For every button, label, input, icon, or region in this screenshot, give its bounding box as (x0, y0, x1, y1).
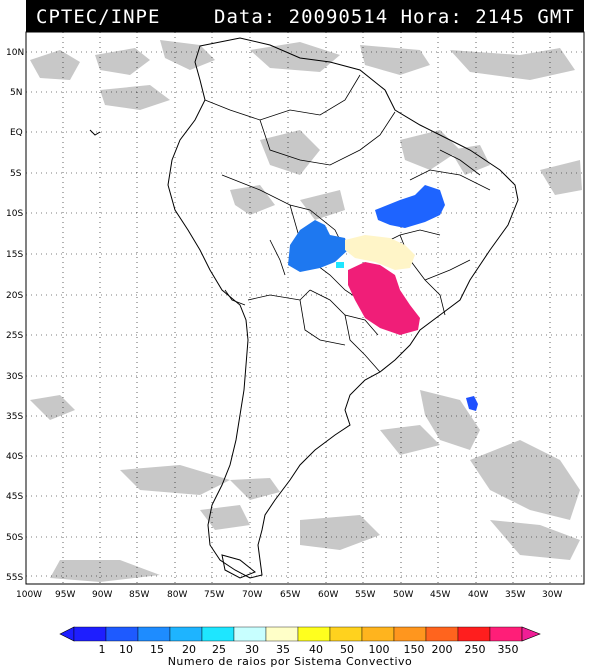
lat-label: 20S (6, 291, 23, 301)
lon-label: 80W (167, 590, 187, 600)
lon-label: 40W (468, 590, 488, 600)
legend-tick: 35 (276, 643, 290, 656)
lon-label: 95W (55, 590, 75, 600)
legend-tick: 40 (309, 643, 323, 656)
legend-swatch (457, 626, 491, 642)
country-borders (204, 74, 491, 373)
lon-label: 70W (242, 590, 262, 600)
lon-label: 55W (355, 590, 375, 600)
latitude-labels: 10N 5N EQ 5S 10S 15S 20S 25S 30S 35S 40S… (6, 48, 24, 583)
convective-system-northeast (375, 185, 445, 228)
legend-swatch (233, 626, 267, 642)
lat-label: EQ (10, 128, 23, 138)
legend-tick: 10 (119, 643, 133, 656)
longitude-labels: 100W 95W 90W 85W 80W 75W 70W 65W 60W 55W… (16, 590, 562, 600)
legend-swatch (361, 626, 395, 642)
lat-label: 50S (6, 533, 23, 543)
lon-label: 50W (393, 590, 413, 600)
lon-label: 100W (16, 590, 42, 600)
lat-label: 10N (6, 48, 24, 58)
lat-label: 5N (10, 88, 22, 98)
legend-tick: 30 (245, 643, 259, 656)
legend-tick: 350 (498, 643, 519, 656)
lon-label: 85W (129, 590, 149, 600)
legend-swatch (169, 626, 203, 642)
color-legend: 1 10 15 20 25 30 35 40 50 100 150 200 25… (59, 626, 541, 668)
legend-arrow-left (59, 626, 75, 642)
lon-label: 75W (204, 590, 224, 600)
legend-swatch (105, 626, 139, 642)
convective-system-central-west (288, 220, 348, 272)
legend-tick: 200 (432, 643, 453, 656)
legend-tick: 20 (182, 643, 196, 656)
lat-label: 45S (6, 492, 23, 502)
legend-swatch (489, 626, 523, 642)
lat-label: 15S (6, 250, 23, 260)
legend-arrow-right (521, 626, 541, 642)
lat-label: 25S (6, 331, 23, 341)
lon-label: 45W (430, 590, 450, 600)
legend-tick: 150 (404, 643, 425, 656)
coastline (89, 37, 519, 579)
legend-tick: 100 (369, 643, 390, 656)
legend-swatch (265, 626, 299, 642)
legend-swatch (297, 626, 331, 642)
legend-swatch (329, 626, 363, 642)
legend-tick: 50 (340, 643, 354, 656)
convective-system-central-light (345, 235, 415, 270)
legend-tick: 15 (150, 643, 164, 656)
grid (26, 32, 584, 584)
legend-swatch (393, 626, 427, 642)
convective-systems (288, 185, 478, 411)
legend-swatch (137, 626, 171, 642)
cloud-cover (30, 40, 582, 582)
lat-label: 5S (10, 169, 22, 179)
datetime-label: Data: 20090514 Hora: 2145 GMT (214, 6, 575, 28)
legend-title: Numero de raios por Sistema Convectivo (168, 655, 413, 668)
legend-swatch (425, 626, 459, 642)
map-frame (25, 31, 585, 585)
lon-label: 65W (280, 590, 300, 600)
lat-label: 55S (6, 573, 23, 583)
legend-swatch (73, 626, 107, 642)
legend-tick: 1 (99, 643, 106, 656)
legend-swatch (201, 626, 235, 642)
convective-system-atlantic (466, 396, 478, 411)
convective-system-cyan-dot (336, 262, 344, 268)
legend-tick: 250 (465, 643, 486, 656)
lat-label: 40S (6, 452, 23, 462)
lon-label: 30W (542, 590, 562, 600)
source-label: CPTEC/INPE (36, 6, 161, 28)
lat-label: 10S (6, 209, 23, 219)
lon-label: 90W (92, 590, 112, 600)
title-bar: CPTEC/INPE Data: 20090514 Hora: 2145 GMT (26, 0, 584, 32)
lat-label: 35S (6, 412, 23, 422)
lon-label: 60W (318, 590, 338, 600)
lat-label: 30S (6, 372, 23, 382)
lon-label: 35W (505, 590, 525, 600)
legend-tick: 25 (212, 643, 226, 656)
convective-system-southeast (348, 262, 420, 335)
